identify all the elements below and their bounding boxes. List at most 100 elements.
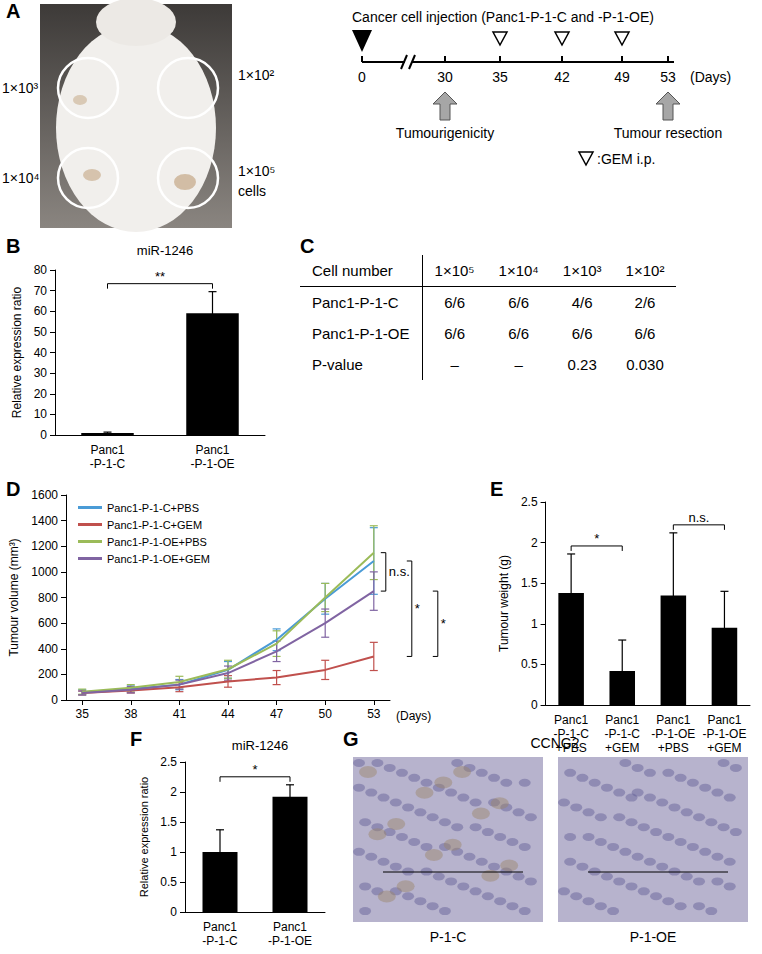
svg-text:1×10²: 1×10² — [238, 67, 275, 83]
svg-text:200: 200 — [38, 667, 58, 681]
svg-text:0: 0 — [531, 698, 538, 712]
svg-text:53: 53 — [660, 69, 676, 85]
svg-text:50: 50 — [319, 707, 333, 721]
html-text:6/6: 6/6 — [508, 294, 530, 311]
svg-text:Tumour resection: Tumour resection — [614, 125, 722, 141]
svg-text:2: 2 — [170, 785, 177, 799]
svg-text:0.5: 0.5 — [160, 875, 177, 889]
svg-text:80: 80 — [34, 263, 48, 277]
svg-text:Panc1: Panc1 — [273, 920, 307, 934]
svg-text:600: 600 — [38, 616, 58, 630]
svg-text:-P-1-C: -P-1-C — [202, 934, 238, 948]
svg-text:Panc1-P-1-C+GEM: Panc1-P-1-C+GEM — [107, 519, 202, 531]
svg-text:(Days): (Days) — [396, 709, 431, 723]
svg-text:*: * — [441, 616, 446, 631]
html-text:Cell number: Cell number — [312, 262, 393, 279]
svg-text:1.5: 1.5 — [160, 815, 177, 829]
svg-text:1×10⁴: 1×10⁴ — [2, 170, 40, 186]
svg-text:1600: 1600 — [31, 488, 58, 502]
svg-text:-P-1-OE: -P-1-OE — [651, 727, 695, 741]
svg-text:0: 0 — [51, 693, 58, 707]
svg-text:2.5: 2.5 — [160, 755, 177, 769]
svg-text:49: 49 — [614, 69, 630, 85]
svg-text:35: 35 — [492, 69, 508, 85]
svg-text:Cancer cell injection (Panc1-P: Cancer cell injection (Panc1-P-1-C and -… — [352, 9, 654, 25]
html-text:Panc1-P-1-C: Panc1-P-1-C — [312, 294, 399, 311]
svg-text:0: 0 — [40, 428, 47, 442]
html-text:1×10²: 1×10² — [625, 262, 665, 279]
svg-text:30: 30 — [437, 69, 453, 85]
svg-text:800: 800 — [38, 591, 58, 605]
svg-text:60: 60 — [34, 304, 48, 318]
svg-text:41: 41 — [173, 707, 187, 721]
svg-text:-P-1-OE: -P-1-OE — [190, 457, 234, 471]
svg-text:miR-1246: miR-1246 — [137, 243, 193, 258]
svg-text:1400: 1400 — [31, 514, 58, 528]
svg-text:1: 1 — [170, 845, 177, 859]
svg-text:-P-1-C: -P-1-C — [605, 727, 641, 741]
svg-text:Panc1: Panc1 — [195, 443, 229, 457]
svg-text:Panc1: Panc1 — [707, 713, 741, 727]
svg-text:1000: 1000 — [31, 565, 58, 579]
svg-text:1×10³: 1×10³ — [2, 80, 39, 96]
svg-text:*: * — [415, 601, 420, 616]
svg-text:1200: 1200 — [31, 539, 58, 553]
svg-text:n.s.: n.s. — [389, 564, 410, 579]
svg-text:miR-1246: miR-1246 — [232, 738, 288, 753]
svg-text:0.5: 0.5 — [521, 657, 538, 671]
svg-text:CCNG2: CCNG2 — [530, 735, 579, 751]
svg-text:Tumourigenicity: Tumourigenicity — [396, 125, 494, 141]
svg-text:Tumour weight (g): Tumour weight (g) — [497, 555, 511, 652]
svg-text:+PBS: +PBS — [658, 741, 689, 755]
svg-text:(Days): (Days) — [690, 69, 731, 85]
svg-text:50: 50 — [34, 325, 48, 339]
svg-text:70: 70 — [34, 284, 48, 298]
svg-text:Relative expression ratio: Relative expression ratio — [138, 777, 150, 897]
svg-text:44: 44 — [221, 707, 235, 721]
svg-text:42: 42 — [554, 69, 570, 85]
svg-text:Panc1: Panc1 — [605, 713, 639, 727]
svg-text:47: 47 — [270, 707, 284, 721]
svg-text:P-1-OE: P-1-OE — [630, 929, 677, 945]
svg-text:**: ** — [155, 269, 165, 284]
html-text:1×10⁴: 1×10⁴ — [498, 262, 539, 279]
svg-text:400: 400 — [38, 642, 58, 656]
svg-text:53: 53 — [367, 707, 381, 721]
html-text:1×10³: 1×10³ — [562, 262, 602, 279]
svg-text:20: 20 — [34, 387, 48, 401]
svg-text:Panc1: Panc1 — [90, 443, 124, 457]
svg-text:0: 0 — [170, 905, 177, 919]
svg-text:Tumour volume (mm³): Tumour volume (mm³) — [7, 538, 21, 656]
svg-text:2: 2 — [531, 536, 538, 550]
svg-text:30: 30 — [34, 366, 48, 380]
svg-text:Relative expression ratio: Relative expression ratio — [10, 286, 24, 418]
svg-text:38: 38 — [124, 707, 138, 721]
html-text:1×10⁵: 1×10⁵ — [434, 262, 475, 279]
svg-text:Panc1: Panc1 — [203, 920, 237, 934]
svg-text:-P-1-C: -P-1-C — [90, 457, 126, 471]
svg-text:1: 1 — [531, 617, 538, 631]
svg-text:n.s.: n.s. — [688, 510, 709, 525]
svg-text:+GEM: +GEM — [707, 741, 741, 755]
svg-text:Panc1: Panc1 — [656, 713, 690, 727]
svg-text:1×10⁵: 1×10⁵ — [238, 163, 275, 179]
svg-text:Panc1-P-1-OE+GEM: Panc1-P-1-OE+GEM — [107, 553, 210, 565]
svg-text:1.5: 1.5 — [521, 576, 538, 590]
svg-text:P-1-C: P-1-C — [430, 929, 467, 945]
svg-text:Panc1-P-1-OE+PBS: Panc1-P-1-OE+PBS — [107, 536, 207, 548]
svg-text::GEM i.p.: :GEM i.p. — [597, 151, 655, 167]
svg-text:10: 10 — [34, 407, 48, 421]
html-text:6/6: 6/6 — [444, 294, 465, 311]
svg-text:+GEM: +GEM — [605, 741, 639, 755]
svg-text:*: * — [594, 531, 599, 546]
svg-text:40: 40 — [34, 346, 48, 360]
svg-text:-P-1-OE: -P-1-OE — [268, 934, 312, 948]
svg-text:0: 0 — [358, 69, 366, 85]
svg-text:cells: cells — [238, 183, 266, 199]
svg-text:*: * — [252, 762, 257, 777]
svg-text:-P-1-OE: -P-1-OE — [702, 727, 746, 741]
svg-text:2.5: 2.5 — [521, 495, 538, 509]
svg-text:Panc1-P-1-C+PBS: Panc1-P-1-C+PBS — [107, 502, 199, 514]
svg-text:Panc1: Panc1 — [554, 713, 588, 727]
svg-text:35: 35 — [76, 707, 90, 721]
